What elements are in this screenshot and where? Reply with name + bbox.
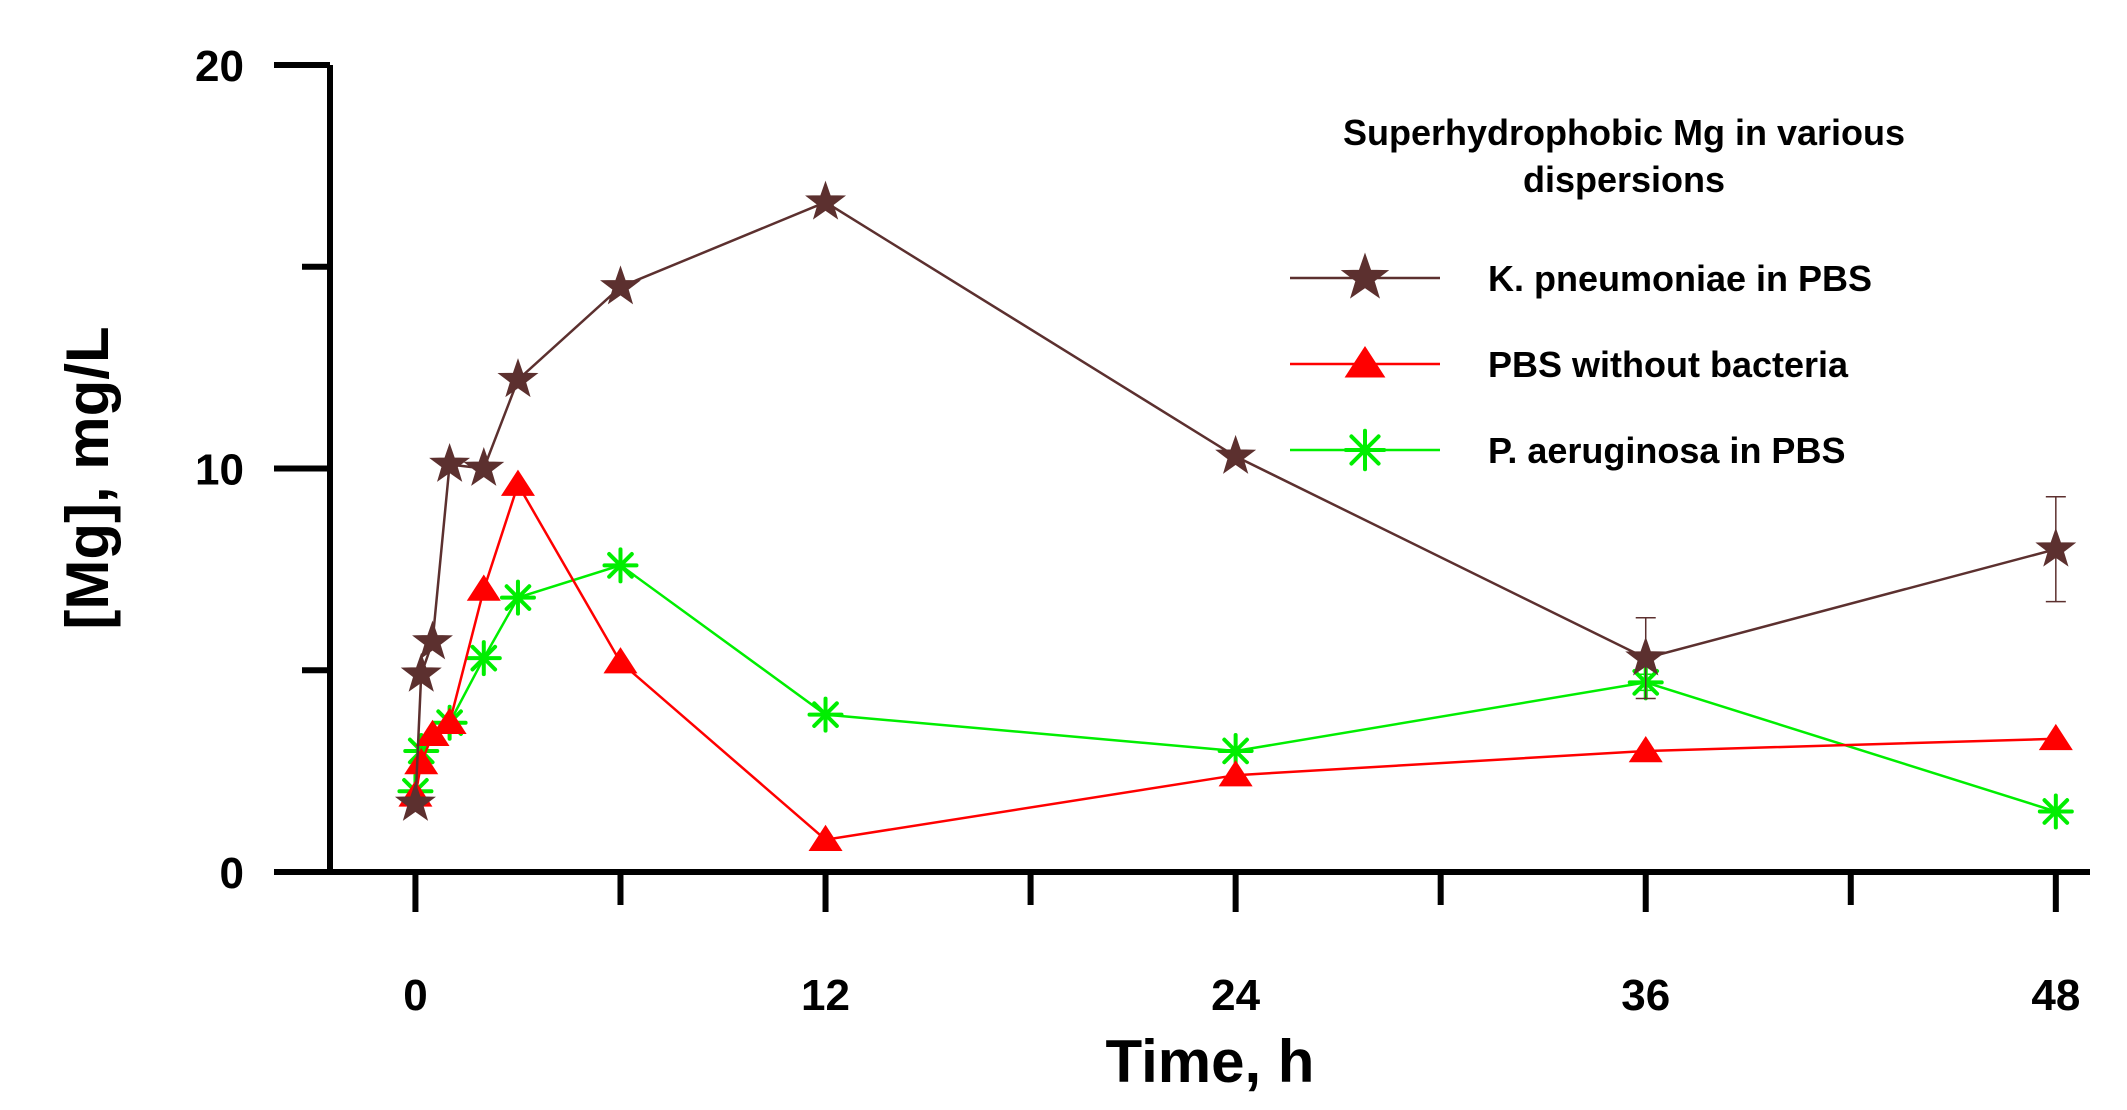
x-tick-label: 24 xyxy=(1211,971,1260,1020)
legend-item-3: P. aeruginosa in PBS xyxy=(1290,428,1845,472)
plot-area xyxy=(394,180,2077,851)
data-point xyxy=(394,781,436,821)
data-point xyxy=(463,446,505,486)
series-line xyxy=(414,481,2056,842)
legend-marker xyxy=(1343,428,1387,472)
data-point xyxy=(1628,735,1663,763)
x-tick-label: 48 xyxy=(2031,971,2080,1020)
data-point xyxy=(600,265,641,305)
axes: 0 10 20 0 12 24 36 48 xyxy=(195,42,2090,1020)
data-point xyxy=(2038,723,2073,751)
data-point xyxy=(404,748,439,775)
legend-title-line-2: dispersions xyxy=(1523,159,1725,200)
legend-marker xyxy=(1340,252,1390,299)
data-point xyxy=(429,442,471,482)
data-point xyxy=(432,707,467,734)
data-point xyxy=(1625,636,1667,676)
legend-label: PBS without bacteria xyxy=(1488,344,1849,385)
data-point xyxy=(805,180,847,220)
data-point xyxy=(400,652,442,692)
data-point xyxy=(2037,793,2074,830)
series-2 xyxy=(398,469,2073,851)
legend-title-line-1: Superhydrophobic Mg in various xyxy=(1343,112,1905,153)
legend-label: K. pneumoniae in PBS xyxy=(1488,258,1872,299)
data-point xyxy=(1218,760,1253,787)
data-point xyxy=(603,647,638,674)
data-point xyxy=(415,719,450,747)
legend-item-2: PBS without bacteria xyxy=(1290,344,1849,385)
data-point xyxy=(602,547,639,584)
data-point xyxy=(499,579,536,616)
x-axis-title: Time, h xyxy=(1106,1028,1315,1095)
data-point xyxy=(412,620,453,660)
series-1 xyxy=(394,180,2077,821)
y-axis-title: [Mg], mg/L xyxy=(54,326,121,629)
y-tick-label: 10 xyxy=(195,446,244,495)
data-point xyxy=(2035,527,2077,567)
legend-label: P. aeruginosa in PBS xyxy=(1488,430,1845,471)
data-point xyxy=(465,640,502,677)
legend-item-1: K. pneumoniae in PBS xyxy=(1290,252,1872,299)
data-point xyxy=(1215,434,1257,474)
data-point xyxy=(807,696,844,733)
y-tick-label: 20 xyxy=(195,42,244,91)
legend-marker xyxy=(1344,346,1386,378)
data-point xyxy=(808,824,843,851)
y-tick-label: 0 xyxy=(220,849,244,898)
x-tick-label: 36 xyxy=(1621,971,1670,1020)
data-point xyxy=(466,574,501,601)
data-point xyxy=(497,358,539,398)
data-point xyxy=(500,469,535,496)
x-tick-label: 0 xyxy=(403,971,427,1020)
legend: Superhydrophobic Mg in various dispersio… xyxy=(1290,112,1905,472)
x-tick-label: 12 xyxy=(801,971,850,1020)
